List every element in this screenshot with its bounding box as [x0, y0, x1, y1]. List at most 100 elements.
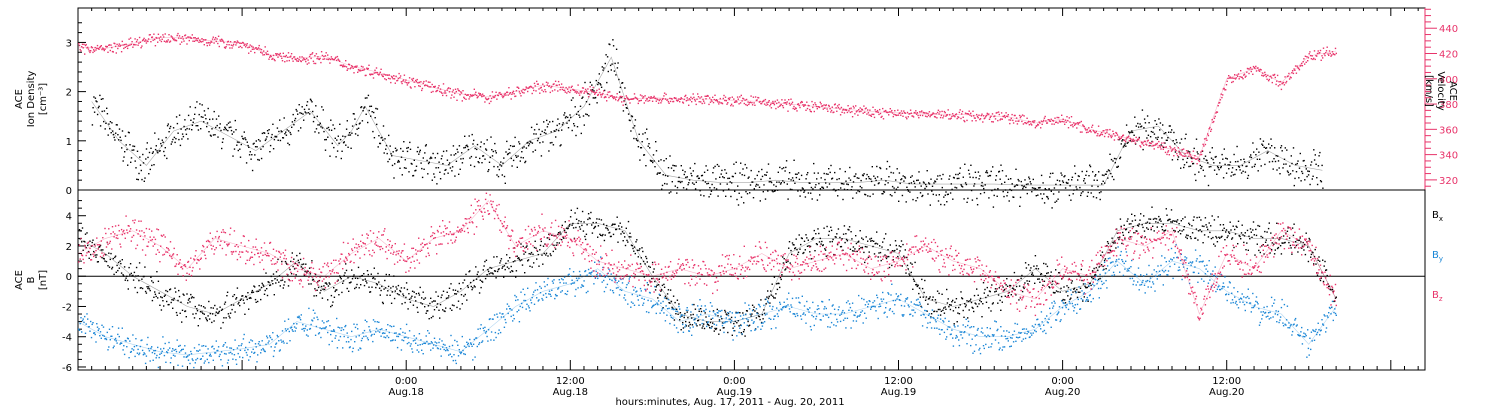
bx-series-point: [1250, 231, 1252, 233]
ion-density-series-point: [1298, 177, 1300, 179]
ion-density-series-point: [1231, 167, 1234, 169]
ion-density-series-point: [461, 152, 463, 154]
bx-series-point: [646, 261, 648, 263]
bx-series-point: [980, 301, 982, 303]
bx-series-point: [971, 306, 973, 309]
velocity-series-point: [1128, 140, 1131, 142]
velocity-series-point: [499, 91, 501, 94]
velocity-series-point: [1105, 129, 1107, 131]
velocity-series-point: [782, 105, 784, 107]
ion-density-series-point: [334, 137, 336, 139]
ion-density-series-point: [217, 136, 219, 138]
ion-density-series-point: [871, 166, 873, 168]
bx-series-point: [335, 289, 337, 291]
ion-density-series-point: [496, 174, 498, 176]
velocity-series-point: [788, 99, 790, 101]
bx-series-point: [1204, 217, 1207, 219]
velocity-series-point: [939, 116, 942, 119]
ion-density-series-point: [757, 184, 759, 186]
bx-series-point: [1212, 236, 1214, 239]
ion-density-series-point: [872, 193, 874, 195]
bx-series-point: [1170, 209, 1173, 211]
ion-density-series-point: [728, 188, 730, 190]
bx-series-point: [871, 240, 873, 242]
velocity-series-point: [1097, 133, 1099, 135]
ion-density-series-point: [533, 133, 535, 135]
bx-series-point: [822, 244, 824, 246]
velocity-series-point: [462, 90, 464, 92]
velocity-series-point: [1162, 148, 1164, 150]
velocity-series-point: [481, 95, 483, 98]
velocity-series-point: [996, 111, 998, 114]
ion-density-series-point: [568, 119, 570, 122]
velocity-series-point: [732, 105, 734, 107]
ion-density-series-point: [916, 179, 918, 182]
velocity-series-point: [848, 110, 850, 112]
bx-series-point: [936, 310, 938, 313]
velocity-series-point: [383, 73, 385, 76]
ion-density-series-point: [106, 107, 108, 109]
ion-density-series-point: [1319, 180, 1322, 182]
ion-density-series-point: [946, 201, 948, 203]
bx-series-point: [797, 253, 799, 256]
ion-density-series-point: [1204, 155, 1207, 157]
velocity-series-point: [754, 104, 756, 106]
bx-series-point: [90, 253, 92, 256]
ion-density-series-point: [1102, 180, 1104, 182]
ion-density-series-point: [881, 193, 883, 195]
bx-series-point: [326, 283, 328, 285]
bx-series-point: [344, 272, 346, 274]
b-axis-label: ACE: [14, 270, 25, 290]
velocity-series-point: [793, 105, 795, 108]
bx-series-point: [1249, 228, 1252, 230]
velocity-series-point: [738, 103, 740, 105]
bx-series-point: [425, 312, 427, 314]
bx-series-point: [421, 303, 424, 305]
bx-series-point: [331, 304, 333, 307]
ion-density-series-point: [634, 125, 636, 127]
bx-series-point: [715, 327, 718, 330]
velocity-series-point: [358, 70, 360, 72]
ion-density-series-point: [1141, 109, 1144, 111]
velocity-series-point: [429, 81, 431, 83]
ion-density-series-point: [1286, 149, 1288, 151]
bx-series-point: [1109, 249, 1111, 251]
velocity-series-point: [142, 39, 145, 41]
bx-series-point: [894, 240, 897, 242]
velocity-series-point: [1317, 50, 1319, 52]
velocity-series-point: [662, 97, 664, 100]
bx-series-point: [123, 266, 126, 268]
bx-series-point: [800, 237, 803, 239]
velocity-series-point: [502, 96, 504, 99]
velocity-series-point: [390, 75, 393, 78]
b-axis-label: B: [26, 276, 37, 283]
velocity-series-point: [189, 36, 191, 38]
bx-series-point: [658, 278, 660, 280]
bx-series-point: [290, 260, 292, 263]
bx-series-point: [237, 303, 239, 305]
bx-series-point: [694, 318, 696, 321]
ion-density-series-point: [539, 142, 541, 144]
bx-series-point: [283, 284, 285, 286]
bx-series-point: [1201, 225, 1204, 227]
velocity-series-point: [787, 110, 789, 112]
bx-series-point: [1067, 286, 1070, 289]
ion-density-series-point: [1213, 169, 1216, 171]
ion-density-series-point: [372, 130, 374, 133]
ion-density-series-point: [547, 123, 549, 125]
ion-density-series-point: [279, 119, 281, 121]
bx-series-point: [1000, 309, 1002, 311]
bx-series-point: [921, 278, 923, 281]
ion-density-series-point: [1195, 138, 1198, 140]
bx-series-point: [1114, 242, 1116, 244]
ion-density-series-point: [451, 170, 453, 172]
bx-series-point: [542, 245, 545, 247]
ion-density-series-point: [227, 129, 229, 132]
velocity-series-point: [242, 42, 245, 44]
ion-density-series-point: [920, 185, 922, 187]
velocity-series-point: [120, 44, 122, 46]
velocity-series-point: [482, 95, 484, 97]
velocity-series-point: [214, 38, 216, 41]
ion-density-series-point: [866, 173, 868, 176]
ion-density-series-point: [521, 151, 523, 153]
